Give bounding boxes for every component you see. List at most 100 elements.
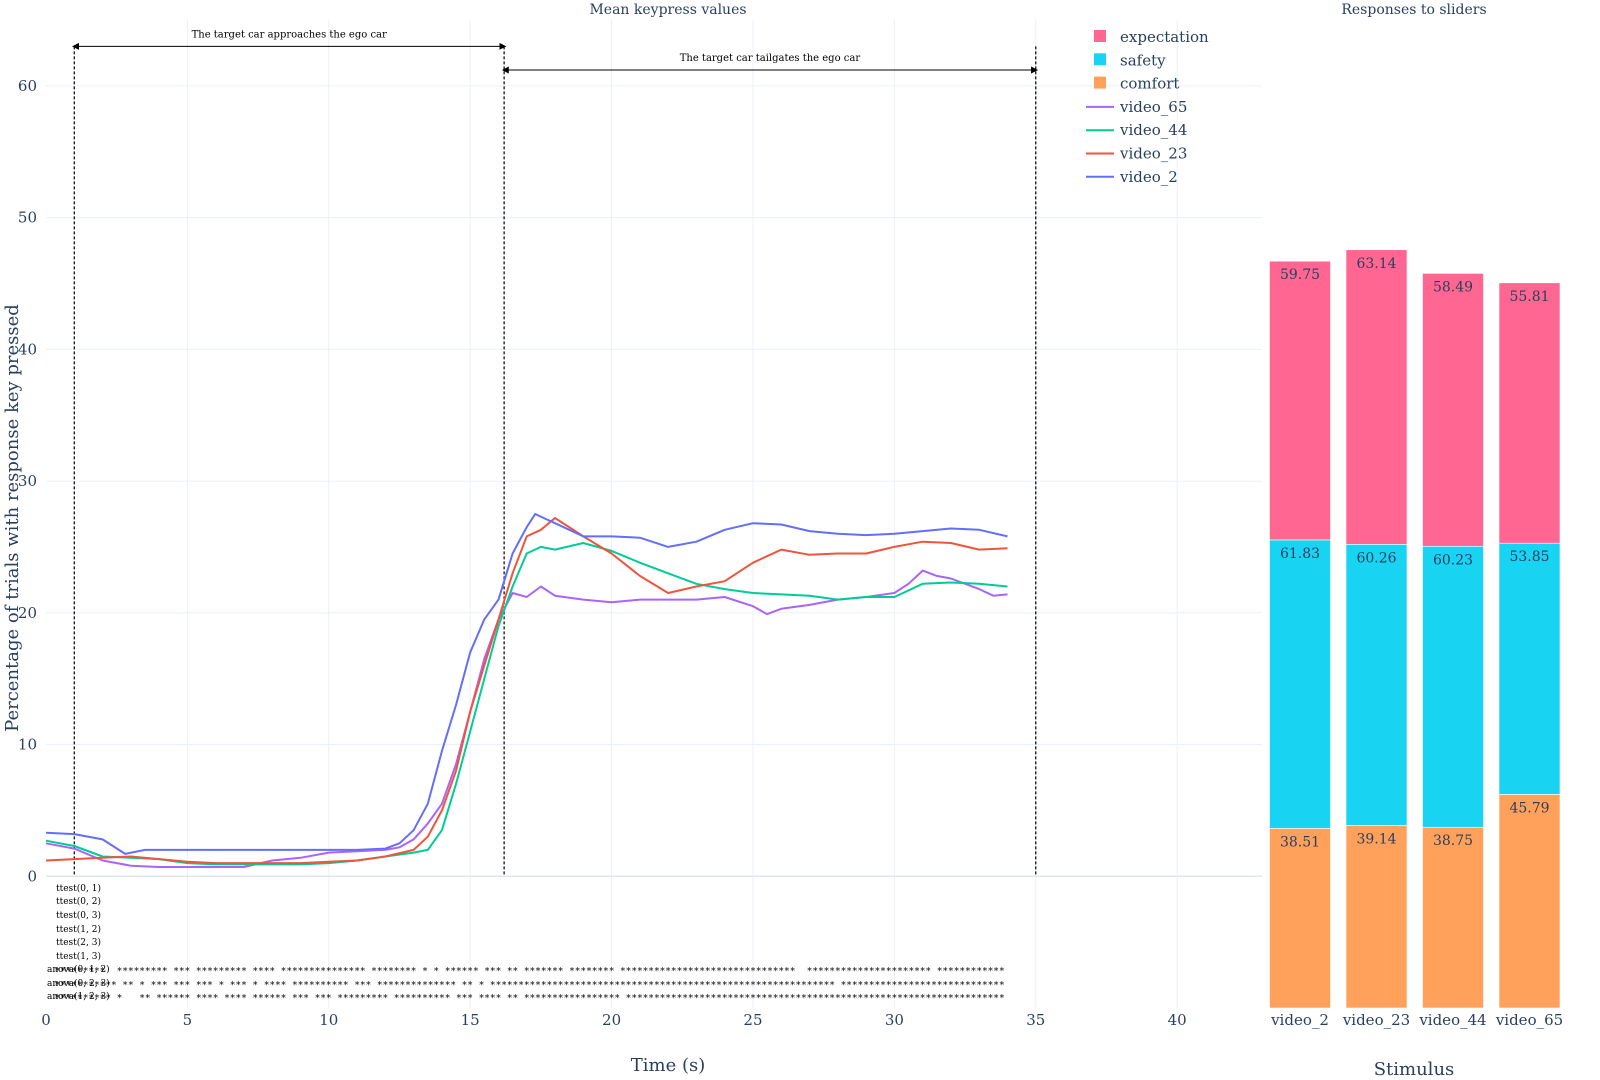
significance-marker: *: [485, 994, 490, 1004]
significance-marker: *: [604, 967, 609, 977]
significance-marker: *: [926, 967, 931, 977]
significance-marker: *: [100, 967, 105, 977]
significance-marker: *: [1000, 994, 1005, 1004]
significance-marker: *: [920, 981, 925, 991]
significance-marker: *: [564, 994, 569, 1004]
x-tick-label: 30: [885, 1011, 904, 1029]
bar-segment-comfort: [1269, 828, 1331, 1009]
significance-marker: *: [434, 981, 439, 991]
legend-item-video_2[interactable]: video_2: [1086, 168, 1178, 186]
significance-marker: *: [264, 967, 269, 977]
significance-marker: *: [100, 981, 105, 991]
significance-marker: *: [960, 994, 965, 1004]
significance-marker: *: [208, 981, 213, 991]
legend-item-comfort[interactable]: comfort: [1094, 75, 1179, 93]
significance-marker: *: [61, 967, 66, 977]
significance-marker: *: [304, 994, 309, 1004]
significance-marker: *: [106, 981, 111, 991]
series-line-video_44: [45, 542, 1008, 866]
significance-marker: *: [643, 981, 648, 991]
significance-marker: *: [949, 994, 954, 1004]
significance-marker: *: [790, 967, 795, 977]
significance-marker: *: [321, 981, 326, 991]
significance-marker: *: [751, 967, 756, 977]
significance-rows: ttest(0, 1) ttest(0, 2) ttest(0, 3) ttest(1…: [47, 883, 1005, 1004]
x-tick-label: 40: [1168, 1011, 1187, 1029]
significance-marker: *: [134, 967, 139, 977]
significance-marker: *: [689, 967, 694, 977]
legend-label: expectation: [1120, 28, 1209, 46]
significance-marker: *: [655, 994, 660, 1004]
significance-marker: *: [677, 981, 682, 991]
legend-item-expectation[interactable]: expectation: [1094, 28, 1209, 46]
bar-segment-safety: [1498, 542, 1561, 795]
significance-marker: *: [151, 967, 156, 977]
significance-marker: *: [932, 981, 937, 991]
significance-marker: *: [78, 967, 83, 977]
line-chart-title: Mean keypress values: [589, 2, 746, 18]
significance-marker: *: [898, 967, 903, 977]
significance-marker: *: [751, 981, 756, 991]
significance-marker: *: [655, 967, 660, 977]
significance-marker: *: [536, 981, 541, 991]
significance-marker: *: [683, 994, 688, 1004]
significance-marker: *: [813, 994, 818, 1004]
significance-marker: *: [977, 981, 982, 991]
significance-marker: *: [298, 967, 303, 977]
legend-item-video_65[interactable]: video_65: [1086, 98, 1187, 116]
significance-marker: *: [163, 967, 168, 977]
significance-marker: *: [55, 994, 60, 1004]
significance-marker: *: [230, 981, 235, 991]
significance-marker: *: [400, 981, 405, 991]
significance-marker: *: [236, 994, 241, 1004]
significance-marker: *: [213, 967, 218, 977]
bar-value-label: 58.49: [1433, 279, 1473, 295]
significance-marker: *: [830, 981, 835, 991]
significance-marker: *: [423, 967, 428, 977]
legend-item-video_23[interactable]: video_23: [1086, 145, 1187, 163]
legend-label: comfort: [1120, 75, 1179, 93]
significance-marker: *: [643, 967, 648, 977]
significance-marker: *: [937, 967, 942, 977]
significance-marker: *: [949, 981, 954, 991]
significance-marker: *: [530, 967, 535, 977]
legend-label: video_65: [1119, 98, 1187, 116]
significance-marker: *: [739, 994, 744, 1004]
significance-marker: *: [174, 994, 179, 1004]
significance-marker: *: [609, 967, 614, 977]
significance-marker: *: [496, 967, 501, 977]
significance-marker: *: [462, 994, 467, 1004]
significance-marker: *: [734, 981, 739, 991]
significance-marker: *: [394, 981, 399, 991]
significance-marker: *: [366, 994, 371, 1004]
significance-marker: *: [253, 981, 258, 991]
significance-marker: *: [587, 981, 592, 991]
significance-marker: *: [344, 994, 349, 1004]
significance-marker: *: [592, 967, 597, 977]
significance-marker: *: [739, 967, 744, 977]
legend[interactable]: expectation safety comfort video_65 video_44…: [1086, 28, 1209, 186]
significance-marker: *: [745, 967, 750, 977]
significance-marker: *: [389, 981, 394, 991]
significance-marker: *: [146, 994, 151, 1004]
bar-value-label: 60.26: [1356, 550, 1396, 566]
significance-marker: *: [89, 967, 94, 977]
significance-marker: *: [575, 994, 580, 1004]
significance-marker: *: [163, 994, 168, 1004]
significance-marker: *: [434, 994, 439, 1004]
legend-item-safety[interactable]: safety: [1094, 51, 1166, 69]
stat-row-label: anova(0, 2, 3): [47, 978, 110, 989]
significance-marker: *: [72, 994, 77, 1004]
significance-marker: *: [66, 994, 71, 1004]
significance-marker: *: [179, 994, 184, 1004]
significance-marker: *: [491, 967, 496, 977]
significance-marker: *: [841, 967, 846, 977]
significance-marker: *: [508, 994, 513, 1004]
significance-marker: *: [598, 967, 603, 977]
series-line-video_23: [45, 517, 1008, 865]
significance-marker: *: [219, 967, 224, 977]
series-line-video_2: [45, 513, 1008, 855]
legend-item-video_44[interactable]: video_44: [1086, 121, 1187, 139]
significance-marker: *: [909, 994, 914, 1004]
